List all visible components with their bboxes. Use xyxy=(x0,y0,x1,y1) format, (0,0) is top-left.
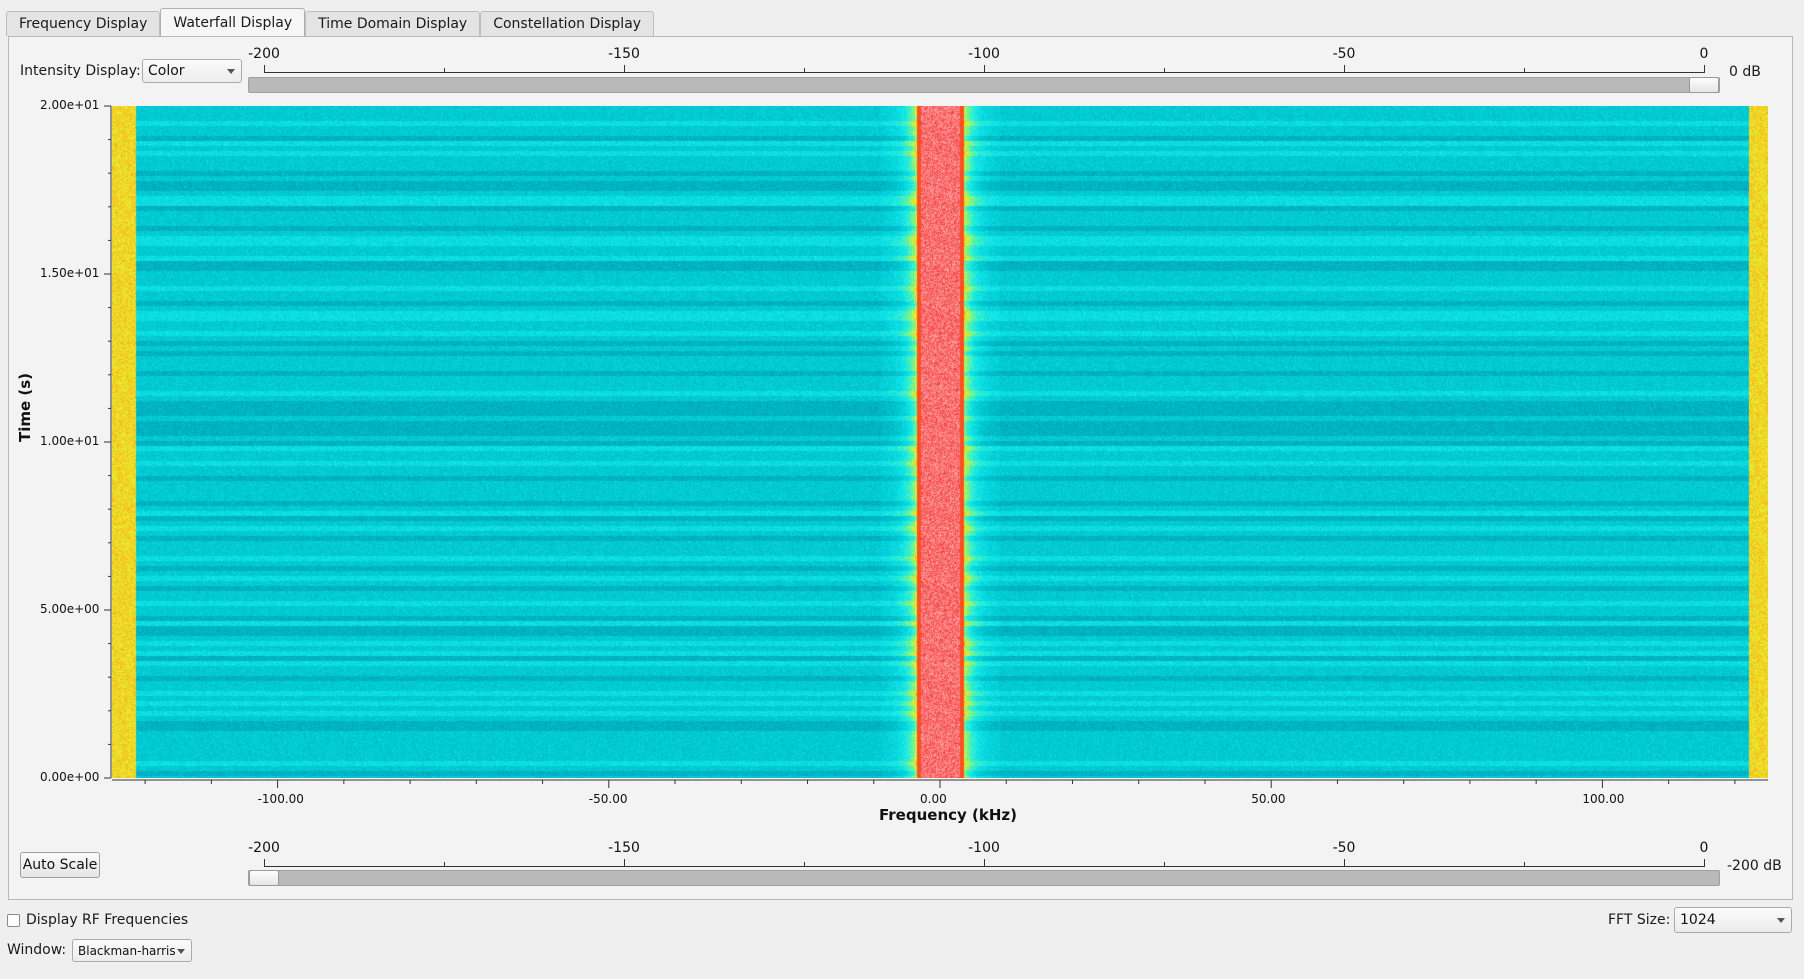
min-scale-tick-label: 0 xyxy=(1699,840,1709,856)
min-intensity-slider[interactable] xyxy=(248,870,1720,886)
min-scale-major-tick xyxy=(624,859,625,867)
min-scale-major-tick xyxy=(984,859,985,867)
display-tabs: Frequency Display Waterfall Display Time… xyxy=(6,8,655,37)
min-intensity-slider-handle[interactable] xyxy=(249,870,279,886)
min-scale-tick-label: -50 xyxy=(1332,840,1356,856)
y-tick-label: 1.00e+01 xyxy=(40,434,100,448)
min-scale-major-tick xyxy=(1344,859,1345,867)
chevron-down-icon xyxy=(1777,918,1785,923)
x-tick-label: -50.00 xyxy=(588,792,628,806)
y-tick-label: 1.50e+01 xyxy=(40,266,100,280)
min-intensity-value: -200 dB xyxy=(1727,858,1782,874)
x-tick-label: 0.00 xyxy=(920,792,947,806)
min-scale-minor-tick xyxy=(1164,862,1165,867)
min-scale-minor-tick xyxy=(444,862,445,867)
max-intensity-scale: -200 -150 -100 -50 0 xyxy=(248,46,1708,73)
max-intensity-slider-handle[interactable] xyxy=(1689,77,1719,93)
x-tick-label: 50.00 xyxy=(1251,792,1286,806)
min-scale-tick-label: -150 xyxy=(608,840,640,856)
max-intensity-slider[interactable] xyxy=(248,77,1720,93)
y-tick-label: 5.00e+00 xyxy=(40,602,100,616)
max-scale-major-tick xyxy=(624,65,625,73)
tab-waterfall-display[interactable]: Waterfall Display xyxy=(160,8,306,37)
intensity-display-label: Intensity Display: xyxy=(20,63,141,79)
chevron-down-icon xyxy=(227,69,235,74)
max-scale-tick-label: -100 xyxy=(968,46,1000,62)
x-tick-label: 100.00 xyxy=(1582,792,1625,806)
y-axis-title: Time (s) xyxy=(16,372,34,442)
chevron-down-icon xyxy=(177,948,185,954)
x-axis-title: Frequency (kHz) xyxy=(879,806,1017,824)
x-tick-label: -100.00 xyxy=(257,792,304,806)
window-label: Window: xyxy=(7,942,67,958)
min-intensity-scale: -200 -150 -100 -50 0 xyxy=(248,840,1708,867)
fft-size-label: FFT Size: xyxy=(1608,912,1671,928)
max-scale-major-tick xyxy=(984,65,985,73)
max-scale-minor-tick xyxy=(1164,68,1165,73)
waterfall-plot[interactable] xyxy=(112,106,1768,778)
fft-size-value: 1024 xyxy=(1680,912,1716,928)
max-scale-tick-label: -200 xyxy=(248,46,280,62)
display-rf-frequencies-checkbox[interactable] xyxy=(7,914,20,927)
intensity-display-value: Color xyxy=(148,63,185,79)
min-scale-minor-tick xyxy=(1524,862,1525,867)
auto-scale-button[interactable]: Auto Scale xyxy=(20,852,100,878)
max-scale-major-tick xyxy=(264,65,265,73)
max-scale-minor-tick xyxy=(444,68,445,73)
display-rf-frequencies-label: Display RF Frequencies xyxy=(26,912,189,928)
y-tick-label: 0.00e+00 xyxy=(40,770,100,784)
min-scale-tick-label: -100 xyxy=(968,840,1000,856)
max-scale-minor-tick xyxy=(1524,68,1525,73)
y-tick-label: 2.00e+01 xyxy=(40,98,100,112)
window-value: Blackman-harris xyxy=(78,943,176,958)
fft-size-select[interactable]: 1024 xyxy=(1674,907,1792,933)
max-scale-tick-label: -50 xyxy=(1332,46,1356,62)
intensity-display-select[interactable]: Color xyxy=(142,59,242,83)
max-scale-major-tick xyxy=(1704,65,1705,73)
tab-frequency-display[interactable]: Frequency Display xyxy=(6,11,161,36)
min-scale-major-tick xyxy=(1704,859,1705,867)
max-scale-tick-label: 0 xyxy=(1699,46,1709,62)
tab-time-domain-display[interactable]: Time Domain Display xyxy=(305,11,481,36)
max-scale-major-tick xyxy=(1344,65,1345,73)
window-select[interactable]: Blackman-harris xyxy=(72,939,192,962)
min-scale-tick-label: -200 xyxy=(248,840,280,856)
max-scale-minor-tick xyxy=(804,68,805,73)
min-scale-minor-tick xyxy=(804,862,805,867)
max-intensity-value: 0 dB xyxy=(1729,64,1761,80)
max-scale-tick-label: -150 xyxy=(608,46,640,62)
tab-constellation-display[interactable]: Constellation Display xyxy=(480,11,655,36)
min-scale-major-tick xyxy=(264,859,265,867)
